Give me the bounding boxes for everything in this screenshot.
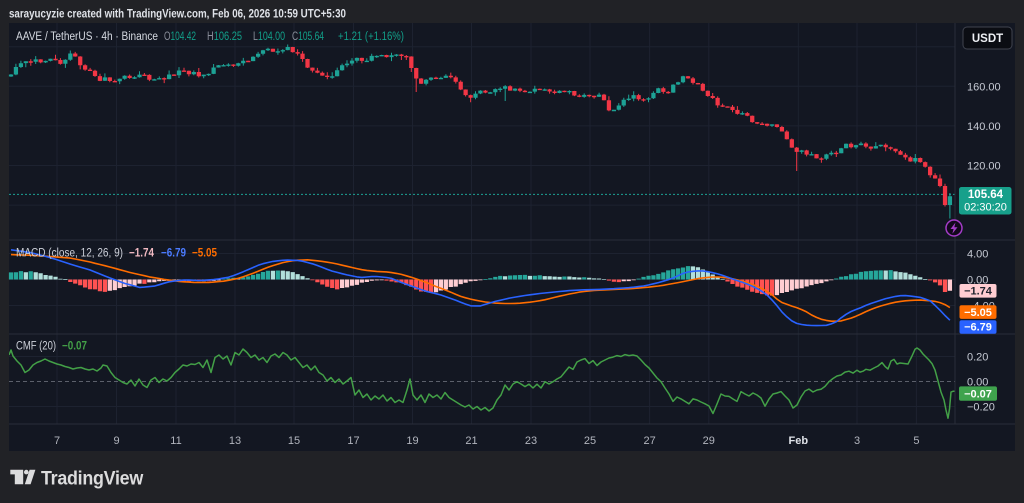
svg-text:9: 9 [113, 435, 119, 447]
svg-text:13: 13 [229, 435, 241, 447]
svg-text:29: 29 [703, 435, 715, 447]
svg-text:−6.79: −6.79 [161, 248, 186, 260]
svg-text:0.20: 0.20 [967, 352, 988, 364]
svg-text:17: 17 [347, 435, 359, 447]
svg-text:MACD (close, 12, 26, 9): MACD (close, 12, 26, 9) [16, 248, 123, 260]
svg-text:Feb: Feb [789, 435, 809, 447]
svg-text:−1.74: −1.74 [129, 248, 155, 260]
svg-text:120.00: 120.00 [967, 161, 1001, 173]
svg-text:7: 7 [54, 435, 60, 447]
svg-text:C105.64: C105.64 [292, 31, 324, 43]
svg-text:11: 11 [170, 435, 181, 447]
svg-text:−0.07: −0.07 [964, 388, 992, 400]
svg-text:−6.79: −6.79 [964, 322, 992, 334]
svg-text:160.00: 160.00 [967, 81, 1001, 93]
svg-text:sarayucyzie created with Tradi: sarayucyzie created with TradingView.com… [9, 9, 346, 21]
svg-text:140.00: 140.00 [967, 121, 1001, 133]
svg-text:0.00: 0.00 [967, 275, 988, 287]
svg-text:−0.07: −0.07 [62, 341, 87, 353]
svg-text:L104.00: L104.00 [253, 31, 285, 43]
svg-text:105.64: 105.64 [968, 189, 1004, 201]
svg-text:5: 5 [913, 435, 919, 447]
svg-text:15: 15 [288, 435, 300, 447]
svg-text:3: 3 [854, 435, 860, 447]
svg-text:27: 27 [643, 435, 655, 447]
svg-text:−5.05: −5.05 [964, 307, 992, 319]
svg-text:−5.05: −5.05 [192, 248, 218, 260]
svg-text:O104.42: O104.42 [164, 31, 196, 43]
svg-text:USDT: USDT [972, 33, 1003, 45]
svg-text:23: 23 [525, 435, 537, 447]
svg-text:4.00: 4.00 [967, 249, 988, 261]
svg-text:0.00: 0.00 [967, 377, 988, 389]
svg-text:−0.20: −0.20 [967, 402, 995, 414]
svg-text:CMF (20): CMF (20) [16, 341, 56, 353]
svg-text:TradingView: TradingView [41, 468, 144, 490]
svg-text:02:30:20: 02:30:20 [964, 202, 1007, 214]
svg-text:H106.25: H106.25 [207, 31, 242, 43]
svg-text:+1.21 (+1.16%): +1.21 (+1.16%) [338, 31, 404, 43]
svg-text:−1.74: −1.74 [964, 286, 993, 298]
svg-text:19: 19 [406, 435, 418, 447]
svg-text:25: 25 [584, 435, 596, 447]
svg-text:21: 21 [465, 435, 477, 447]
svg-text:AAVE / TetherUS · 4h · Binance: AAVE / TetherUS · 4h · Binance [16, 31, 158, 43]
